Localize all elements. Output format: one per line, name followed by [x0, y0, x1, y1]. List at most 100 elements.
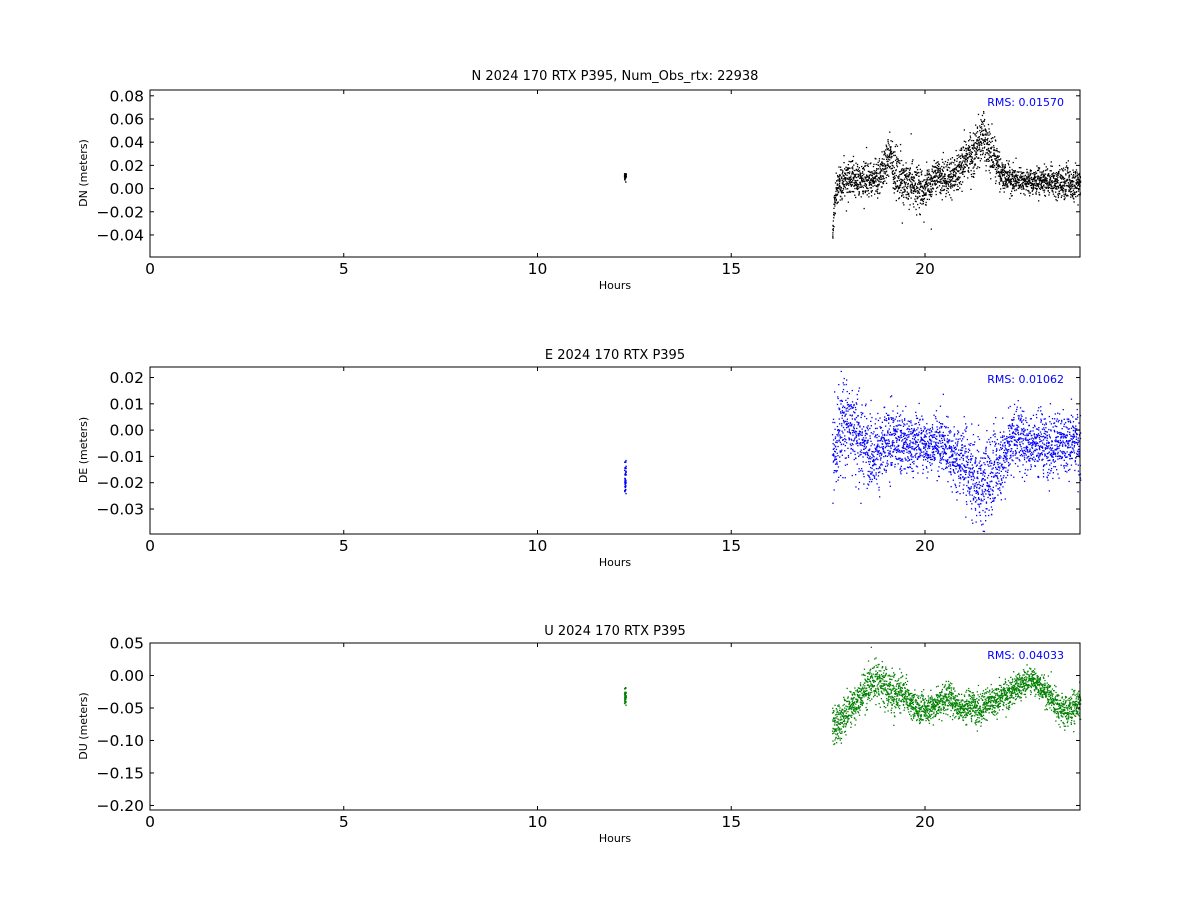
data-point	[1037, 475, 1040, 478]
data-point	[979, 484, 981, 487]
data-point	[866, 418, 868, 420]
data-point	[904, 437, 907, 439]
data-point	[889, 149, 892, 151]
data-point	[989, 155, 991, 157]
data-point	[990, 156, 992, 158]
data-point	[941, 439, 943, 442]
data-point	[875, 464, 877, 466]
data-point	[985, 453, 987, 455]
data-point	[1042, 176, 1044, 179]
data-point	[987, 150, 990, 152]
data-point	[998, 159, 1000, 161]
data-point	[1038, 181, 1041, 183]
data-point	[1017, 439, 1019, 441]
data-point	[1042, 465, 1045, 468]
data-point	[913, 187, 915, 189]
data-point	[1000, 177, 1003, 179]
data-point	[1055, 182, 1057, 185]
data-point	[1066, 184, 1068, 187]
data-point	[1025, 439, 1027, 441]
data-point	[967, 170, 969, 172]
data-point	[988, 131, 991, 133]
data-point	[838, 476, 840, 478]
data-point	[1005, 453, 1007, 455]
data-point	[1056, 185, 1058, 188]
data-point	[1016, 444, 1018, 446]
data-point	[832, 236, 834, 238]
data-point	[1014, 450, 1017, 452]
data-point	[889, 146, 891, 148]
data-point	[916, 174, 918, 176]
data-point	[901, 192, 903, 194]
data-point	[1026, 171, 1028, 173]
data-point	[843, 420, 845, 423]
data-point	[1036, 435, 1039, 437]
data-point	[1033, 177, 1035, 179]
data-point	[907, 467, 910, 469]
data-point	[901, 168, 903, 170]
data-point	[868, 449, 871, 451]
data-point	[934, 182, 936, 184]
data-point	[927, 446, 930, 448]
data-point	[939, 453, 941, 455]
data-point	[958, 485, 961, 487]
data-point	[1032, 173, 1034, 175]
data-point	[855, 435, 857, 437]
data-point	[903, 191, 905, 193]
data-point	[1017, 184, 1020, 186]
data-point	[873, 464, 875, 466]
data-point	[1077, 177, 1079, 179]
data-point	[940, 182, 942, 184]
data-point	[894, 159, 897, 161]
data-point	[625, 181, 627, 183]
data-point	[973, 150, 976, 152]
data-point	[1046, 439, 1048, 441]
data-point	[970, 508, 973, 510]
data-point	[1046, 434, 1048, 437]
data-point	[964, 155, 966, 157]
data-point	[1060, 186, 1062, 189]
data-point	[903, 168, 905, 170]
data-point	[967, 158, 969, 160]
data-point	[1000, 447, 1002, 449]
data-point	[1052, 181, 1054, 183]
data-point	[987, 474, 990, 477]
data-point	[1033, 178, 1035, 181]
data-point	[971, 503, 973, 505]
data-point	[918, 172, 920, 174]
data-point	[1057, 172, 1059, 175]
data-point	[1071, 191, 1073, 193]
data-point	[835, 448, 838, 451]
data-point	[1074, 171, 1076, 173]
data-point	[872, 182, 874, 184]
data-point	[943, 438, 945, 440]
data-point	[946, 460, 949, 463]
data-point	[973, 176, 975, 178]
data-point	[891, 395, 893, 397]
data-point	[834, 428, 836, 430]
data-point	[989, 152, 991, 154]
data-point	[1002, 445, 1004, 447]
data-point	[909, 458, 911, 461]
data-point	[906, 439, 908, 441]
data-point	[990, 471, 992, 473]
data-point	[905, 168, 907, 170]
data-point	[942, 434, 944, 437]
data-point	[906, 472, 908, 474]
data-point	[1029, 184, 1032, 187]
data-point	[918, 421, 920, 424]
data-point	[1017, 400, 1019, 402]
data-point	[1034, 450, 1037, 452]
data-point	[1004, 177, 1007, 179]
data-point	[1004, 185, 1006, 187]
data-point	[969, 491, 971, 493]
data-point	[941, 467, 943, 470]
data-point	[996, 462, 998, 464]
data-point	[995, 163, 998, 165]
data-point	[1041, 180, 1043, 182]
data-point	[1013, 436, 1015, 438]
data-point	[1033, 174, 1035, 176]
data-point	[1023, 175, 1025, 177]
data-point	[955, 454, 957, 456]
data-point	[870, 432, 872, 434]
